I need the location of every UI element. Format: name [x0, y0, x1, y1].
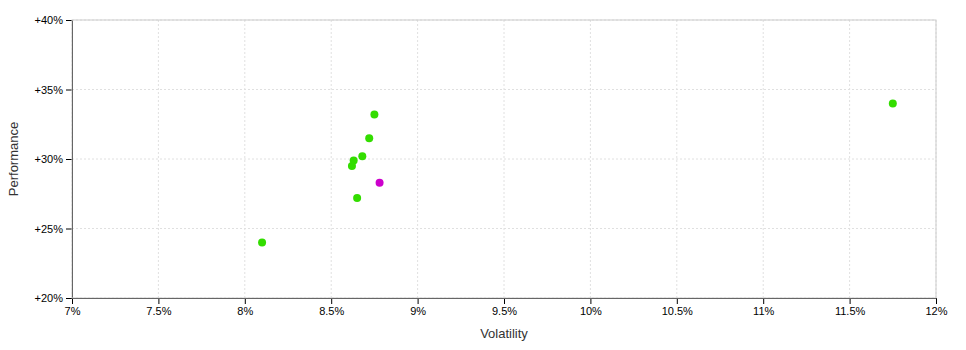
grid [72, 20, 936, 298]
x-tick-mark [677, 298, 678, 304]
x-axis-line [73, 299, 937, 305]
x-tick-mark [590, 298, 591, 304]
y-tick: +30% [35, 153, 72, 165]
y-tick-label: +20% [35, 292, 64, 304]
x-tick-label: 7.5% [146, 305, 171, 317]
x-tick-label: 7% [65, 305, 81, 317]
x-tick: 8% [237, 298, 253, 317]
y-tick: +40% [35, 14, 72, 26]
x-tick: 7% [65, 298, 81, 317]
x-tick-label: 8.5% [319, 305, 344, 317]
x-tick-mark [763, 298, 764, 304]
y-tick-mark [66, 298, 72, 299]
x-tick-label: 11% [753, 305, 774, 317]
y-grid-line [72, 159, 936, 160]
y-tick-mark [66, 229, 72, 230]
y-grid-line [72, 228, 936, 229]
x-tick-mark [936, 298, 937, 304]
point [365, 134, 373, 142]
x-tick-mark [504, 298, 505, 304]
plot-frame [72, 20, 936, 298]
x-tick-label: 11.5% [835, 305, 866, 317]
chart: 7% 7.5% 8% 8.5% 9% 9.5% 10% 10.5% 11% 11.5% 12% +20… [0, 0, 966, 350]
x-tick-mark [331, 298, 332, 304]
series [258, 99, 897, 246]
x-axis: 7% 7.5% 8% 8.5% 9% 9.5% 10% 10.5% 11% 11.5% 12% [65, 298, 948, 317]
y-tick: +20% [35, 292, 72, 304]
point [353, 194, 361, 202]
x-tick: 11% [753, 298, 774, 317]
x-tick: 12% [925, 298, 947, 317]
x-tick: 10.5% [662, 298, 693, 317]
x-tick-label: 8% [237, 305, 253, 317]
points [258, 99, 897, 246]
x-tick: 8.5% [319, 298, 344, 317]
point [889, 99, 897, 107]
y-tick-mark [66, 20, 72, 21]
point [348, 162, 356, 170]
x-grid-line [331, 20, 332, 298]
x-tick-mark [245, 298, 246, 304]
x-tick-label: 10.5% [662, 305, 693, 317]
x-tick: 11.5% [835, 298, 866, 317]
x-axis-title: Volatility [480, 326, 528, 341]
x-tick: 7.5% [146, 298, 171, 317]
y-tick-mark [66, 90, 72, 91]
x-tick-mark [158, 298, 159, 304]
x-tick-label: 10% [580, 305, 602, 317]
y-axis: +20% +25% +30% +35% +40% [35, 14, 73, 304]
x-tick-label: 9% [410, 305, 426, 317]
x-tick-label: 12% [925, 305, 947, 317]
y-tick-label: +40% [35, 14, 64, 26]
y-tick-label: +35% [35, 84, 64, 96]
x-tick-mark [850, 298, 851, 304]
x-tick-label: 9.5% [492, 305, 517, 317]
y-tick-label: +25% [35, 223, 64, 235]
y-tick: +35% [35, 84, 72, 96]
x-grid-line [590, 20, 591, 298]
y-axis-title: Performance [6, 122, 21, 196]
x-tick: 9.5% [492, 298, 517, 317]
plot: 7% 7.5% 8% 8.5% 9% 9.5% 10% 10.5% 11% 11.5% 12% +20… [35, 14, 948, 317]
y-tick: +25% [35, 223, 72, 235]
series [376, 179, 384, 187]
y-grid-line [72, 89, 936, 90]
x-tick: 10% [580, 298, 602, 317]
x-grid-line [763, 20, 764, 298]
y-tick-label: +30% [35, 153, 64, 165]
y-tick-mark [66, 159, 72, 160]
point [370, 111, 378, 119]
x-grid-line [158, 20, 159, 298]
x-tick-mark [418, 298, 419, 304]
x-tick: 9% [410, 298, 426, 317]
point [258, 238, 266, 246]
point [376, 179, 384, 187]
point [358, 152, 366, 160]
